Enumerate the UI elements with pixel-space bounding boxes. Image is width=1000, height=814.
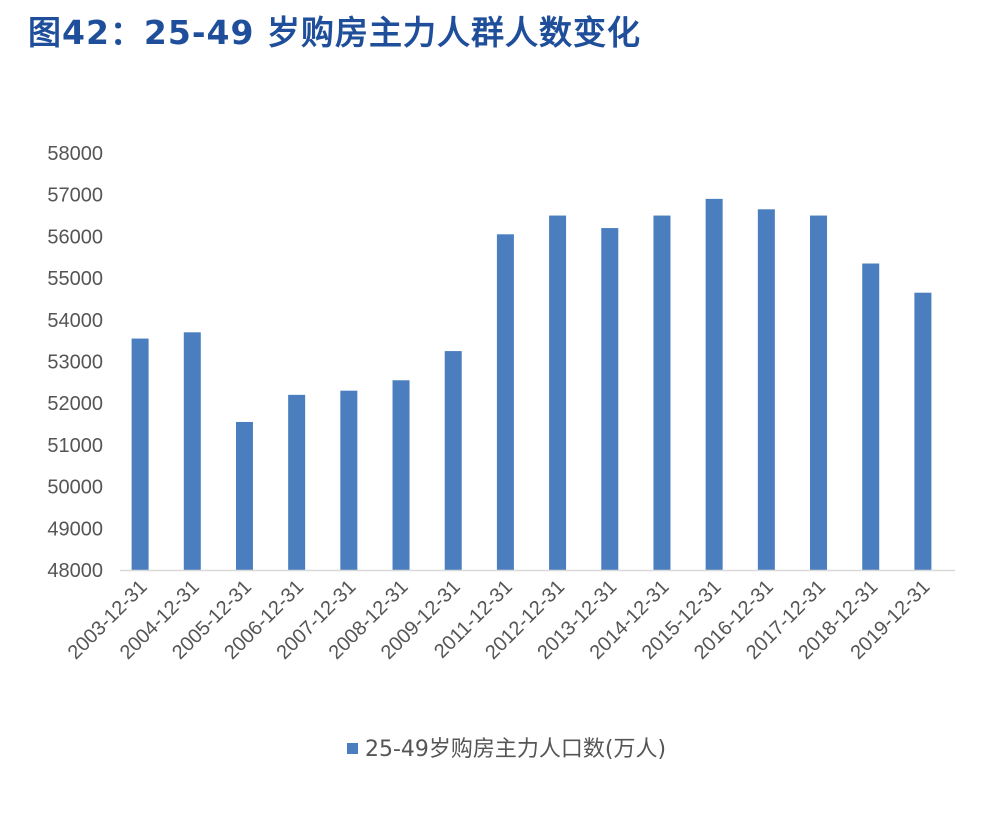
bar [496, 234, 514, 570]
y-tick-label: 51000 [47, 435, 103, 457]
y-tick-label: 48000 [47, 560, 103, 582]
y-tick-label: 52000 [47, 393, 103, 415]
y-tick-label: 56000 [47, 226, 103, 248]
bar [131, 338, 149, 570]
bar [810, 215, 828, 571]
bar [601, 228, 619, 570]
bar [340, 390, 358, 570]
bar [914, 292, 932, 570]
legend-label: 25-49岁购房主力人口数(万人) [365, 737, 666, 762]
bar [757, 209, 775, 571]
x-axis: 2003-12-312004-12-312005-12-312006-12-31… [64, 576, 935, 664]
bar-series [131, 198, 932, 571]
y-tick-label: 53000 [47, 352, 103, 374]
y-tick-label: 54000 [47, 310, 103, 332]
bar [444, 351, 462, 570]
y-axis: 48000 49000 50000 51000 52000 53000 54000 55000… [47, 143, 103, 582]
y-tick-label: 49000 [47, 518, 103, 540]
y-tick-label: 50000 [47, 477, 103, 499]
bar [235, 421, 253, 570]
y-tick-label: 55000 [47, 268, 103, 290]
y-tick-label: 57000 [47, 185, 103, 207]
bar [653, 215, 671, 571]
bar [862, 263, 880, 570]
bar [183, 332, 201, 570]
y-tick-label: 58000 [47, 143, 103, 165]
bar [549, 215, 567, 571]
legend: 25-49岁购房主力人口数(万人) [347, 737, 666, 762]
bar [392, 380, 410, 570]
bar [288, 394, 306, 570]
bar [705, 198, 723, 570]
legend-swatch [347, 743, 358, 754]
chart-title: 图42：25-49 岁购房主力人群人数变化 [28, 13, 641, 52]
